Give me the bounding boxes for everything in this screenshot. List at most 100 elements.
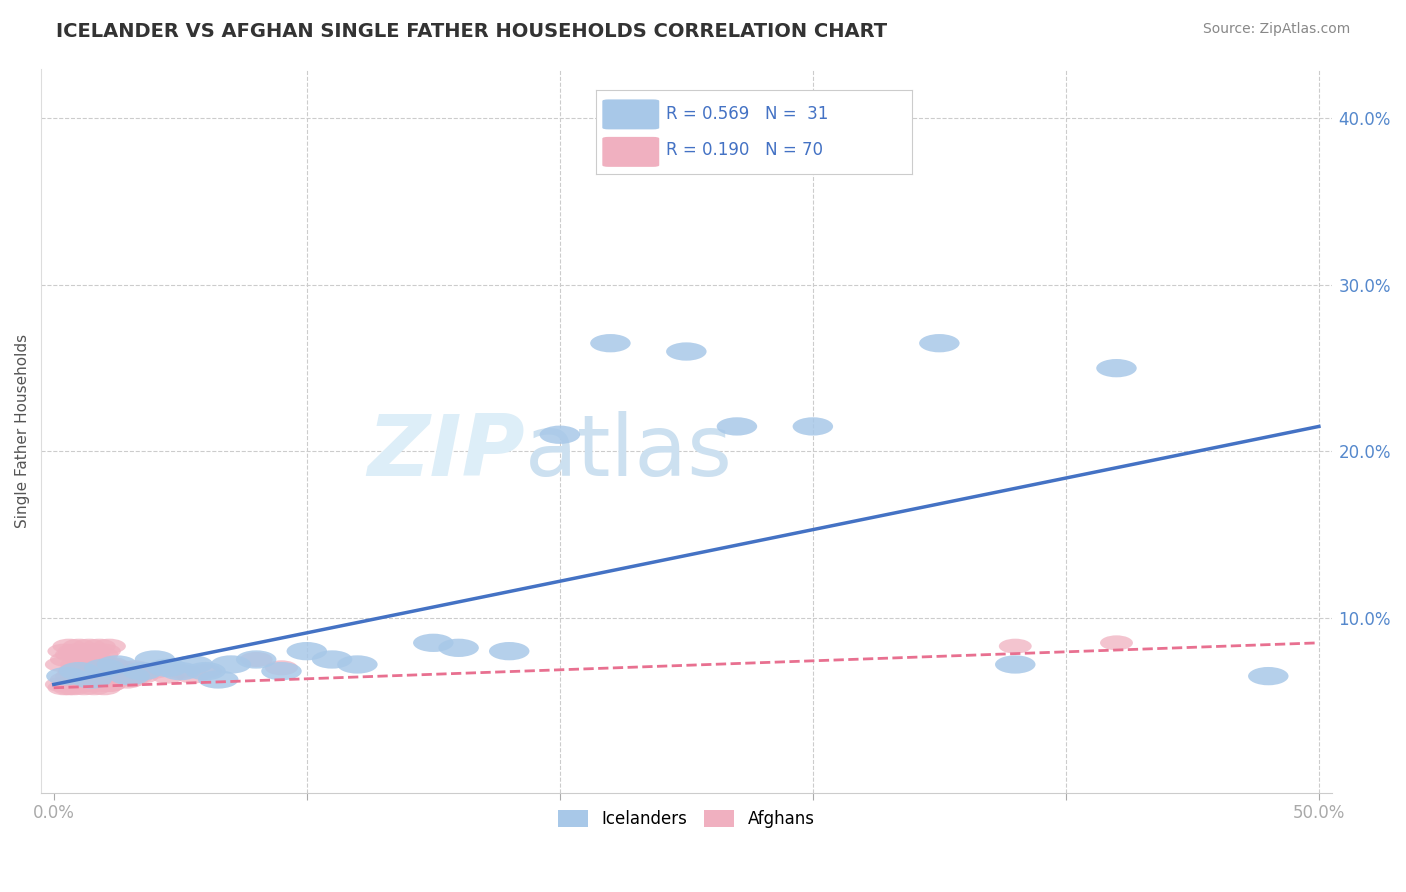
Ellipse shape: [211, 656, 252, 673]
Ellipse shape: [48, 681, 80, 695]
Ellipse shape: [165, 664, 197, 679]
Ellipse shape: [173, 656, 214, 673]
Ellipse shape: [63, 677, 96, 692]
Ellipse shape: [76, 657, 108, 672]
Ellipse shape: [1097, 359, 1136, 377]
Ellipse shape: [46, 667, 87, 685]
Text: Source: ZipAtlas.com: Source: ZipAtlas.com: [1202, 22, 1350, 37]
Ellipse shape: [108, 669, 141, 683]
Ellipse shape: [58, 644, 90, 658]
Ellipse shape: [51, 672, 83, 687]
Ellipse shape: [80, 672, 114, 687]
Ellipse shape: [717, 417, 758, 435]
Ellipse shape: [48, 644, 80, 658]
Ellipse shape: [540, 425, 581, 444]
Ellipse shape: [77, 660, 111, 675]
Ellipse shape: [76, 669, 108, 683]
Ellipse shape: [67, 681, 101, 695]
Ellipse shape: [998, 639, 1032, 654]
Ellipse shape: [93, 677, 127, 692]
Ellipse shape: [1099, 635, 1133, 650]
Ellipse shape: [60, 673, 93, 689]
Ellipse shape: [97, 656, 138, 673]
Ellipse shape: [920, 334, 960, 352]
Ellipse shape: [93, 677, 127, 692]
Ellipse shape: [105, 660, 139, 675]
Ellipse shape: [83, 639, 115, 654]
Ellipse shape: [55, 669, 89, 683]
Ellipse shape: [127, 669, 159, 683]
Ellipse shape: [52, 677, 86, 692]
Ellipse shape: [73, 639, 105, 654]
Ellipse shape: [793, 417, 834, 435]
Ellipse shape: [70, 647, 103, 662]
Ellipse shape: [591, 334, 631, 352]
Ellipse shape: [177, 669, 209, 683]
Ellipse shape: [52, 681, 86, 695]
Ellipse shape: [148, 658, 188, 677]
Ellipse shape: [63, 639, 96, 654]
Ellipse shape: [413, 633, 454, 652]
Ellipse shape: [86, 673, 118, 689]
Ellipse shape: [139, 664, 172, 679]
Text: ZIP: ZIP: [367, 411, 524, 494]
Text: ICELANDER VS AFGHAN SINGLE FATHER HOUSEHOLDS CORRELATION CHART: ICELANDER VS AFGHAN SINGLE FATHER HOUSEH…: [56, 22, 887, 41]
Ellipse shape: [240, 652, 273, 667]
Ellipse shape: [67, 644, 101, 658]
Ellipse shape: [98, 669, 131, 683]
Ellipse shape: [55, 647, 89, 662]
Ellipse shape: [80, 652, 114, 667]
Ellipse shape: [160, 662, 201, 681]
Ellipse shape: [89, 669, 121, 683]
Ellipse shape: [152, 669, 184, 683]
Ellipse shape: [60, 657, 93, 672]
Legend: Icelanders, Afghans: Icelanders, Afghans: [551, 804, 821, 835]
Ellipse shape: [51, 652, 83, 667]
Ellipse shape: [72, 670, 112, 689]
Ellipse shape: [135, 650, 176, 669]
Ellipse shape: [90, 657, 124, 672]
Ellipse shape: [58, 664, 90, 679]
Ellipse shape: [93, 639, 127, 654]
Ellipse shape: [73, 677, 105, 692]
Ellipse shape: [89, 644, 121, 658]
Ellipse shape: [77, 681, 111, 695]
Ellipse shape: [666, 343, 707, 360]
Ellipse shape: [111, 673, 143, 689]
Ellipse shape: [67, 672, 101, 687]
Ellipse shape: [86, 647, 118, 662]
Ellipse shape: [84, 658, 125, 677]
Ellipse shape: [115, 672, 149, 687]
Ellipse shape: [73, 677, 105, 692]
Ellipse shape: [103, 672, 136, 687]
Ellipse shape: [287, 642, 328, 660]
Ellipse shape: [439, 639, 479, 657]
Ellipse shape: [45, 677, 77, 692]
Ellipse shape: [101, 664, 134, 679]
Text: atlas: atlas: [524, 411, 733, 494]
Ellipse shape: [266, 660, 298, 675]
Ellipse shape: [114, 664, 146, 679]
Ellipse shape: [58, 681, 90, 695]
Ellipse shape: [65, 652, 98, 667]
Ellipse shape: [45, 657, 77, 672]
Ellipse shape: [59, 662, 100, 681]
Ellipse shape: [77, 644, 111, 658]
Ellipse shape: [262, 662, 302, 681]
Ellipse shape: [83, 664, 115, 679]
Ellipse shape: [337, 656, 378, 673]
Y-axis label: Single Father Households: Single Father Households: [15, 334, 30, 528]
Ellipse shape: [96, 657, 128, 672]
Ellipse shape: [52, 639, 86, 654]
Ellipse shape: [190, 664, 222, 679]
Ellipse shape: [118, 660, 152, 675]
Ellipse shape: [236, 650, 277, 669]
Ellipse shape: [312, 650, 353, 669]
Ellipse shape: [70, 664, 103, 679]
Ellipse shape: [122, 662, 163, 681]
Ellipse shape: [65, 660, 98, 675]
Ellipse shape: [89, 681, 121, 695]
Ellipse shape: [198, 670, 239, 689]
Ellipse shape: [110, 667, 150, 685]
Ellipse shape: [63, 669, 96, 683]
